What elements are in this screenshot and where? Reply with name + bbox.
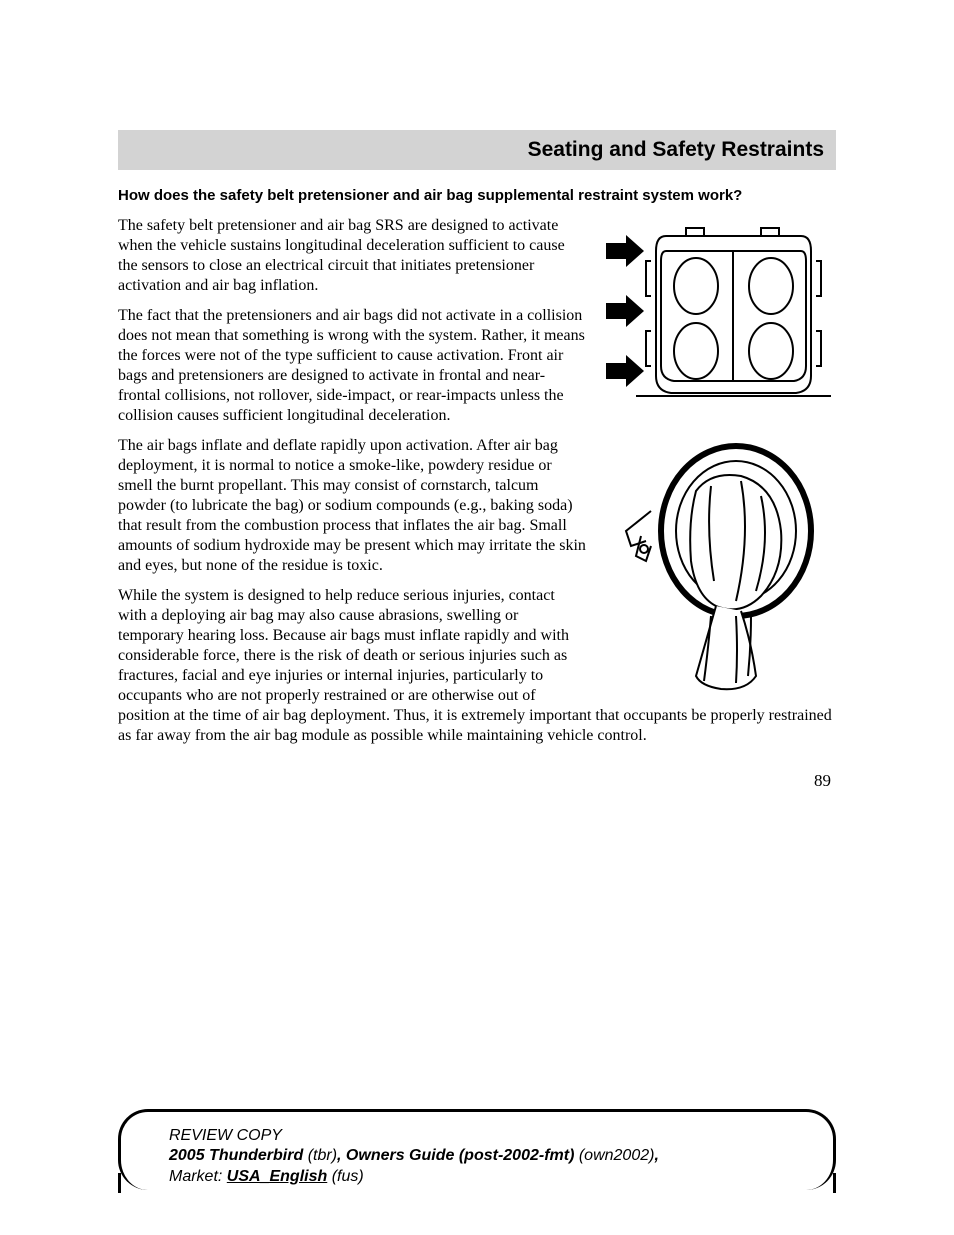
content-block-1: The safety belt pretensioner and air bag… xyxy=(118,216,836,426)
section-title: Seating and Safety Restraints xyxy=(528,138,824,161)
footer-market-label: Market: xyxy=(169,1168,227,1185)
vehicle-collision-icon xyxy=(596,221,836,411)
footer-guide-trail: , xyxy=(654,1147,658,1164)
content-block-2: The air bags inflate and deflate rapidly… xyxy=(118,436,836,746)
section-header-bar: Seating and Safety Restraints xyxy=(118,130,836,170)
footer-model: 2005 Thunderbird xyxy=(169,1147,303,1164)
illustration-airbag-deployment xyxy=(596,441,836,701)
footer-guide-code: (own2002) xyxy=(574,1147,654,1164)
footer-model-code: (tbr) xyxy=(303,1147,337,1164)
footer-guide: Owners Guide (post-2002-fmt) xyxy=(346,1147,574,1164)
footer-review-box: REVIEW COPY 2005 Thunderbird (tbr), Owne… xyxy=(118,1109,836,1190)
page-number: 89 xyxy=(118,771,836,791)
subheading: How does the safety belt pretensioner an… xyxy=(118,186,836,206)
footer-line-2: 2005 Thunderbird (tbr), Owners Guide (po… xyxy=(169,1146,813,1167)
footer-market-code: (fus) xyxy=(327,1168,363,1185)
airbag-deployment-icon xyxy=(596,441,836,701)
page-container: Seating and Safety Restraints How does t… xyxy=(0,0,954,1235)
footer-sep: , xyxy=(337,1147,346,1164)
footer-review-copy: REVIEW COPY xyxy=(169,1126,813,1147)
illustration-vehicle-collision xyxy=(596,221,836,411)
footer-market: USA_English xyxy=(227,1168,327,1185)
footer-line-3: Market: USA_English (fus) xyxy=(169,1167,813,1188)
